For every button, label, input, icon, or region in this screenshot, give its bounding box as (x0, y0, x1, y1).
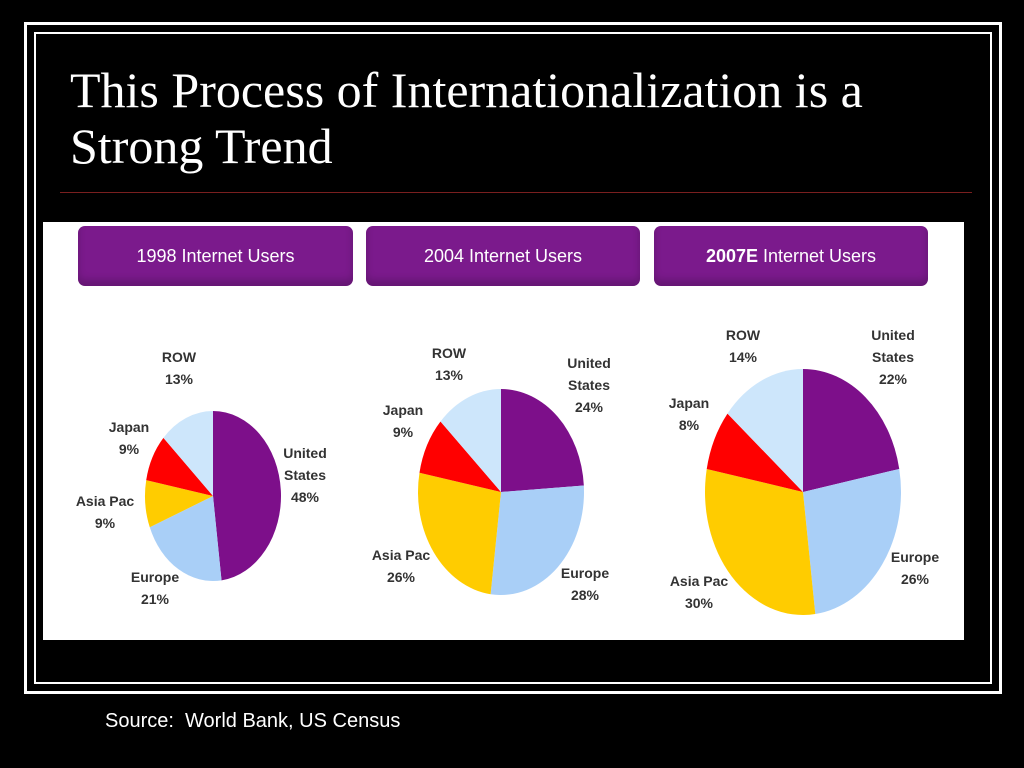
pie2-slice-japan (706, 413, 803, 492)
chart-title-text: Internet Users (758, 246, 877, 266)
pie1-slice-asia-pac (418, 472, 501, 595)
pie1-slice-row (440, 389, 501, 492)
chart-2007e-title: 2007E Internet Users (654, 226, 928, 286)
title-divider (60, 192, 972, 193)
pie0-label-us: United States 48% (283, 445, 327, 505)
pie0-slice-europe (149, 496, 222, 581)
chart-title-bold: 2007E (705, 246, 758, 266)
pie-charts-canvas: United States 48% Europe 21% Asia Pac 9% Japan 9… (76, 327, 939, 615)
pie2-label-asia-pac: Asia Pac 30% (670, 573, 729, 611)
pie2-label-row: ROW 14% (726, 327, 761, 365)
pie2-label-japan: Japan 8% (669, 395, 709, 433)
pie0-slice-row (163, 411, 213, 496)
pie0-label-row: ROW 13% (162, 349, 197, 387)
pie0-label-asia-pac: Asia Pac 9% (76, 493, 135, 531)
pie1-label-japan: Japan 9% (383, 402, 423, 440)
pie0-slice-japan (146, 437, 213, 496)
pie1-label-europe: Europe 28% (561, 565, 609, 603)
pie2-label-europe: Europe 26% (891, 549, 939, 587)
pie2-slice-asia-pac (704, 468, 816, 615)
chart-title-text: 2004 Internet Users (423, 246, 583, 266)
slide-inner-frame (34, 32, 992, 684)
pie1-label-asia-pac: Asia Pac 26% (372, 547, 431, 585)
pie0-label-europe: Europe 21% (131, 569, 179, 607)
pie2-label-us: United States 22% (871, 327, 915, 387)
slide-title: This Process of Internationalization is … (70, 62, 863, 174)
chart-2004-title: 2004 Internet Users (366, 226, 640, 286)
pie1-slice-europe (490, 485, 584, 595)
chart-1998-title: 1998 Internet Users (78, 226, 353, 286)
pie1-label-row: ROW 13% (432, 345, 467, 383)
pie2-slice-us (803, 369, 900, 492)
chart-panel: 1998 Internet Users 2004 Internet Users … (43, 222, 964, 640)
pie0-label-japan: Japan 9% (109, 419, 149, 457)
pie1-label-us: United States 24% (567, 355, 611, 415)
pie1-slice-us (501, 389, 584, 492)
pie2-slice-row (727, 369, 803, 492)
chart-title-text: 1998 Internet Users (136, 246, 295, 266)
pie2-slice-europe (803, 468, 901, 615)
slide-outer-frame (24, 22, 1002, 694)
pie0-slice-us (213, 411, 281, 581)
pie0-slice-asia-pac (145, 480, 213, 528)
pie1-slice-japan (419, 421, 501, 492)
source-citation: Source: World Bank, US Census (105, 710, 401, 732)
